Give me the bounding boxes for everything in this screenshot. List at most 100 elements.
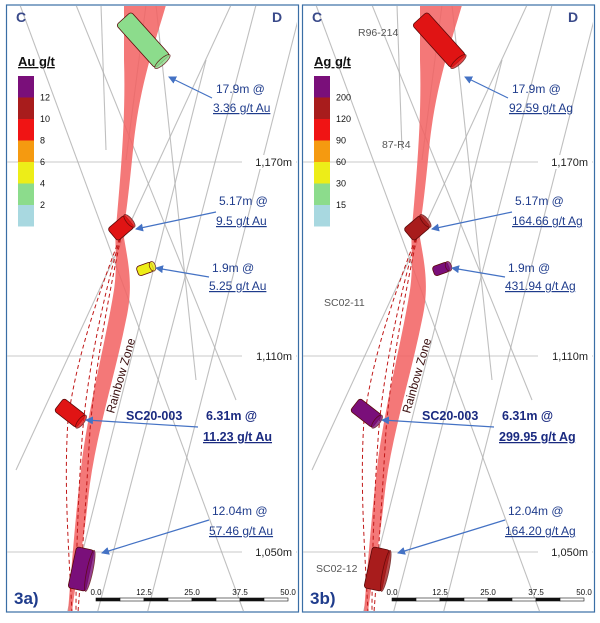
annotation-grade: 164.66 g/t Ag [512, 214, 583, 228]
annotation-length: 5.17m @ [219, 194, 268, 208]
cylinder-cap [419, 214, 432, 228]
scale-segment [215, 597, 241, 602]
drillhole-label: R96-214 [358, 27, 398, 39]
annotation-arrow [101, 519, 210, 555]
legend-title: Au g/t [18, 54, 55, 69]
legend-value: 30 [336, 179, 346, 189]
section-line [100, 6, 107, 151]
legend-swatch [18, 162, 34, 184]
drill-trace [361, 231, 419, 611]
scale-tick-label: 12.5 [136, 588, 152, 597]
legend: Au g/t 12 10 8 6 4 2 [18, 54, 55, 227]
legend-swatch [18, 205, 34, 227]
elevation-label-bg [242, 155, 296, 169]
cylinder-cap [75, 414, 87, 429]
scale-segment [263, 597, 289, 602]
legend-swatch [314, 76, 330, 98]
annotation-length: 6.31m @ [502, 409, 553, 423]
elevation-label-bg [538, 349, 592, 363]
section-line [19, 6, 245, 611]
corner-label-left: C [312, 9, 322, 25]
scale-tick-label: 25.0 [480, 588, 496, 597]
section-line [443, 21, 593, 611]
scale-tick-label: 12.5 [432, 588, 448, 597]
legend-value: 12 [40, 93, 50, 103]
legend-swatch [314, 162, 330, 184]
drillhole-label: 87-R4 [382, 139, 411, 151]
elevation-label: 1,170m [551, 157, 588, 169]
cylinder-cap [84, 549, 96, 592]
drillhole-label: SC02-11 [324, 297, 365, 309]
intercept-cylinder [67, 546, 96, 592]
scale-segment [119, 597, 145, 602]
corner-label-right: D [568, 9, 578, 25]
cylinder-cap [123, 214, 136, 228]
scale-tick-label: 25.0 [184, 588, 200, 597]
annotation-grade: 57.46 g/t Au [209, 524, 273, 538]
scale-segment [191, 597, 217, 602]
section-line [396, 6, 403, 151]
annotation-grade: 431.94 g/t Ag [505, 279, 576, 293]
panel-label: 3b) [310, 589, 336, 608]
hole-id-label: SC20-003 [422, 409, 478, 423]
intercept-cylinder [350, 398, 383, 429]
annotation-length: 12.04m @ [508, 504, 564, 518]
intercept-cylinder [413, 12, 467, 70]
corner-label-left: C [16, 9, 26, 25]
elevation-label-bg [538, 155, 592, 169]
cylinder-cap [380, 549, 392, 592]
legend-swatch [18, 76, 34, 98]
corner-label-right: D [272, 9, 282, 25]
annotation-grade: 3.36 g/t Au [213, 101, 270, 115]
scale-tick-label: 0.0 [90, 588, 102, 597]
scale-segment [239, 597, 265, 602]
legend-value: 90 [336, 136, 346, 146]
legend-value: 10 [40, 114, 50, 124]
annotation-length: 12.04m @ [212, 504, 268, 518]
cylinder-cap [371, 414, 383, 429]
section-line [393, 6, 553, 611]
elevation-label-bg [242, 545, 296, 559]
annotation-length: 6.31m @ [206, 409, 257, 423]
scale-segment [487, 597, 513, 602]
annotation-arrow [464, 76, 509, 99]
scale-tick-label: 50.0 [576, 588, 592, 597]
intercept-cylinder [117, 12, 171, 70]
section-line [97, 6, 257, 611]
legend-value: 60 [336, 157, 346, 167]
drill-trace [65, 231, 123, 611]
annotation-grade: 92.59 g/t Ag [509, 101, 573, 115]
scale-segment [143, 597, 169, 602]
annotation-grade: 299.95 g/t Ag [499, 430, 576, 444]
annotation-length: 17.9m @ [216, 82, 265, 96]
scale-segment [559, 597, 585, 602]
elevation-label: 1,050m [551, 547, 588, 559]
section-line [363, 59, 503, 611]
intercept-cylinder [54, 398, 87, 429]
legend-swatch [18, 183, 34, 205]
intercept-cylinder [108, 214, 136, 241]
intercept-cylinder [136, 261, 157, 276]
section-line [67, 59, 207, 611]
scale-segment [535, 597, 561, 602]
scale-tick-label: 50.0 [280, 588, 296, 597]
scale-segment [463, 597, 489, 602]
annotation-grade: 164.20 g/t Ag [505, 524, 576, 538]
scale-segment [415, 597, 441, 602]
legend-title: Ag g/t [314, 54, 351, 69]
annotation-length: 17.9m @ [512, 82, 561, 96]
cylinder-cap [450, 54, 467, 70]
legend: Ag g/t 200 120 90 60 30 15 [314, 54, 351, 227]
scale-segment [511, 597, 537, 602]
annotation-arrow [381, 416, 495, 428]
elevation-label-bg [538, 545, 592, 559]
annotation-arrow [135, 211, 217, 232]
legend-value: 8 [40, 136, 45, 146]
section-line [155, 6, 197, 381]
